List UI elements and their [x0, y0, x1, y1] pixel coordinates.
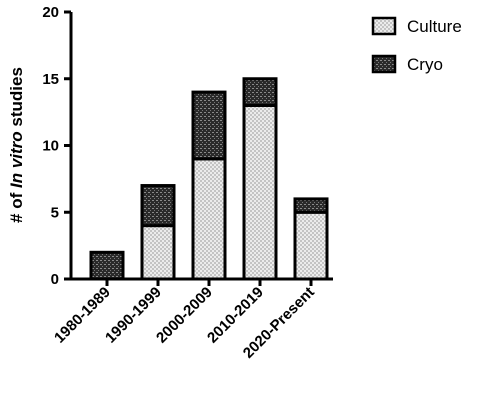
bar-cryo-2 [191, 90, 227, 161]
ylabel-part: studies [7, 67, 26, 131]
bar-culture-3 [242, 103, 278, 281]
x-axis: 1980-19891990-19992000-20092010-20192020… [51, 277, 333, 362]
bar-cryo-4 [293, 197, 329, 214]
legend: Culture Cryo [371, 16, 462, 74]
y-tick-label: 0 [51, 271, 59, 288]
bar-culture-1 [140, 224, 176, 281]
y-tick-label: 10 [42, 138, 59, 155]
legend-label-cryo: Cryo [407, 55, 443, 74]
y-tick-label: 20 [42, 4, 59, 21]
svg-text:# of In vitro studies: # of In vitro studies [7, 67, 26, 223]
bar-cryo-3 [242, 77, 278, 107]
bar-culture-4 [293, 210, 329, 281]
y-axis-label: # of In vitro studies [7, 67, 26, 223]
ylabel-part: # of [7, 188, 26, 223]
legend-swatch-cryo [371, 54, 397, 74]
ylabel-part: In vitro [7, 131, 26, 188]
bar-cryo-1 [140, 184, 176, 228]
legend-swatch-culture [371, 16, 397, 36]
y-axis: 0 5 10 15 20 [42, 4, 73, 288]
bars-layer [89, 77, 329, 281]
y-tick-label: 15 [42, 71, 59, 88]
y-tick-label: 5 [51, 204, 59, 221]
legend-label-culture: Culture [407, 17, 462, 36]
bar-culture-2 [191, 157, 227, 281]
bar-cryo-0 [89, 250, 125, 281]
